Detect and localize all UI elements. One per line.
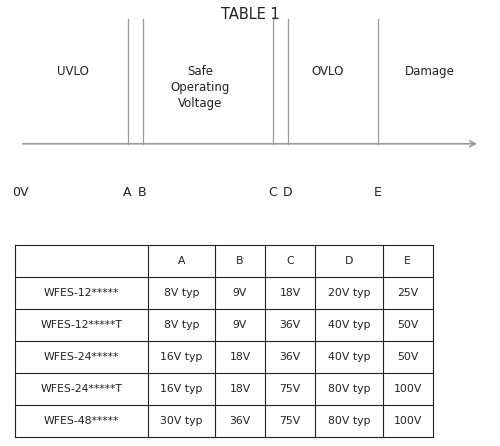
Text: 8V typ: 8V typ bbox=[164, 288, 199, 298]
Text: 8V typ: 8V typ bbox=[164, 320, 199, 330]
Text: WFES-24*****T: WFES-24*****T bbox=[40, 384, 122, 394]
Text: 36V: 36V bbox=[280, 320, 300, 330]
Text: TABLE 1: TABLE 1 bbox=[220, 7, 280, 22]
Text: B: B bbox=[236, 256, 244, 266]
Text: C: C bbox=[286, 256, 294, 266]
Text: D: D bbox=[282, 186, 292, 198]
Text: A: A bbox=[123, 186, 132, 198]
Text: 100V: 100V bbox=[394, 384, 421, 394]
Text: 30V typ: 30V typ bbox=[160, 417, 202, 426]
Text: 16V typ: 16V typ bbox=[160, 384, 202, 394]
Text: E: E bbox=[404, 256, 411, 266]
Text: A: A bbox=[178, 256, 185, 266]
Text: E: E bbox=[374, 186, 382, 198]
Text: 80V typ: 80V typ bbox=[328, 384, 370, 394]
Text: OVLO: OVLO bbox=[312, 65, 344, 78]
Text: 40V typ: 40V typ bbox=[328, 352, 370, 362]
Text: 75V: 75V bbox=[280, 417, 300, 426]
Text: 100V: 100V bbox=[394, 417, 421, 426]
Text: D: D bbox=[344, 256, 353, 266]
Text: 9V: 9V bbox=[233, 320, 247, 330]
Text: 50V: 50V bbox=[397, 352, 418, 362]
Text: WFES-12*****T: WFES-12*****T bbox=[40, 320, 122, 330]
Text: C: C bbox=[268, 186, 277, 198]
Text: WFES-48*****: WFES-48***** bbox=[44, 417, 119, 426]
Text: 36V: 36V bbox=[230, 417, 250, 426]
Text: 18V: 18V bbox=[230, 352, 250, 362]
Text: 18V: 18V bbox=[280, 288, 300, 298]
Text: 9V: 9V bbox=[233, 288, 247, 298]
Text: Safe
Operating
Voltage: Safe Operating Voltage bbox=[170, 65, 230, 110]
Text: 40V typ: 40V typ bbox=[328, 320, 370, 330]
Text: 25V: 25V bbox=[397, 288, 418, 298]
Text: 16V typ: 16V typ bbox=[160, 352, 202, 362]
Text: UVLO: UVLO bbox=[56, 65, 88, 78]
Text: B: B bbox=[138, 186, 147, 198]
Text: Damage: Damage bbox=[405, 65, 455, 78]
Text: 18V: 18V bbox=[230, 384, 250, 394]
Text: WFES-24*****: WFES-24***** bbox=[44, 352, 119, 362]
Text: 80V typ: 80V typ bbox=[328, 417, 370, 426]
Text: 20V typ: 20V typ bbox=[328, 288, 370, 298]
Text: WFES-12*****: WFES-12***** bbox=[44, 288, 119, 298]
Text: 0V: 0V bbox=[12, 186, 28, 198]
Text: 50V: 50V bbox=[397, 320, 418, 330]
Text: 75V: 75V bbox=[280, 384, 300, 394]
Text: 36V: 36V bbox=[280, 352, 300, 362]
